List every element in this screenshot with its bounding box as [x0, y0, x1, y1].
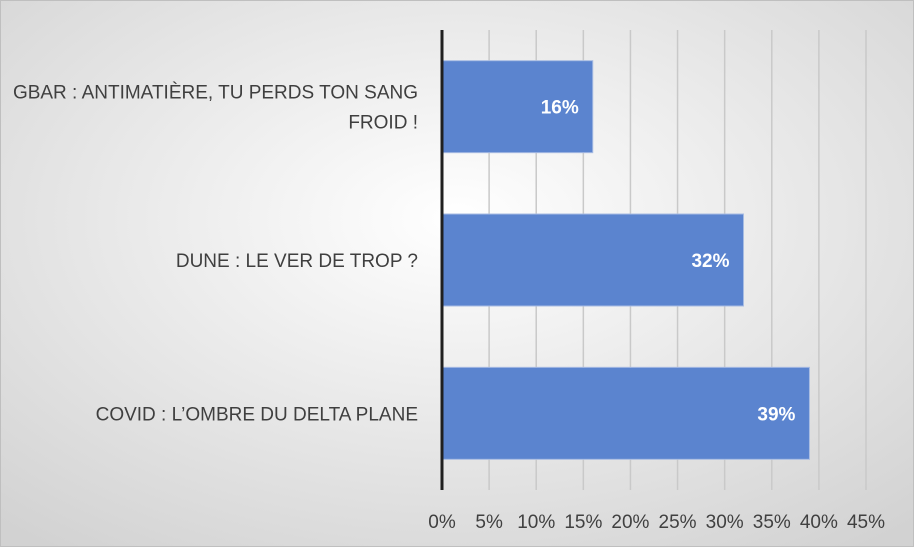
data-label: 32% [691, 251, 729, 272]
category-label: COVID : L’OMBRE DU DELTA PLANE [96, 404, 418, 425]
x-tick-label: 20% [611, 512, 649, 533]
data-label: 39% [757, 404, 795, 425]
x-tick-label: 40% [800, 512, 838, 533]
bars [441, 60, 810, 460]
bar [441, 366, 810, 460]
category-label-line: FROID ! [348, 113, 418, 134]
x-tick-label: 35% [753, 512, 791, 533]
x-tick-label: 0% [428, 512, 456, 533]
data-label: 16% [541, 98, 579, 119]
bar [441, 213, 745, 307]
category-label: GBAR : ANTIMATIÈRE, TU PERDS TON SANG FRO… [13, 83, 418, 134]
category-label-line: GBAR : ANTIMATIÈRE, TU PERDS TON SANG [13, 83, 418, 104]
x-tick-label: 30% [706, 512, 744, 533]
x-tick-label: 15% [564, 512, 602, 533]
bar [441, 60, 594, 154]
x-tick-label: 45% [847, 512, 885, 533]
x-tick-label: 25% [659, 512, 697, 533]
category-label-line: COVID : L’OMBRE DU DELTA PLANE [96, 404, 418, 425]
category-label: DUNE : LE VER DE TROP ? [176, 251, 418, 272]
labels: 0% 5% 10% 15% 20% 25% 30% 35% 40% 45% 16% GBAR : AN… [13, 83, 885, 533]
x-tick-label: 5% [475, 512, 503, 533]
x-tick-label: 10% [517, 512, 555, 533]
category-label-line: DUNE : LE VER DE TROP ? [176, 251, 418, 272]
